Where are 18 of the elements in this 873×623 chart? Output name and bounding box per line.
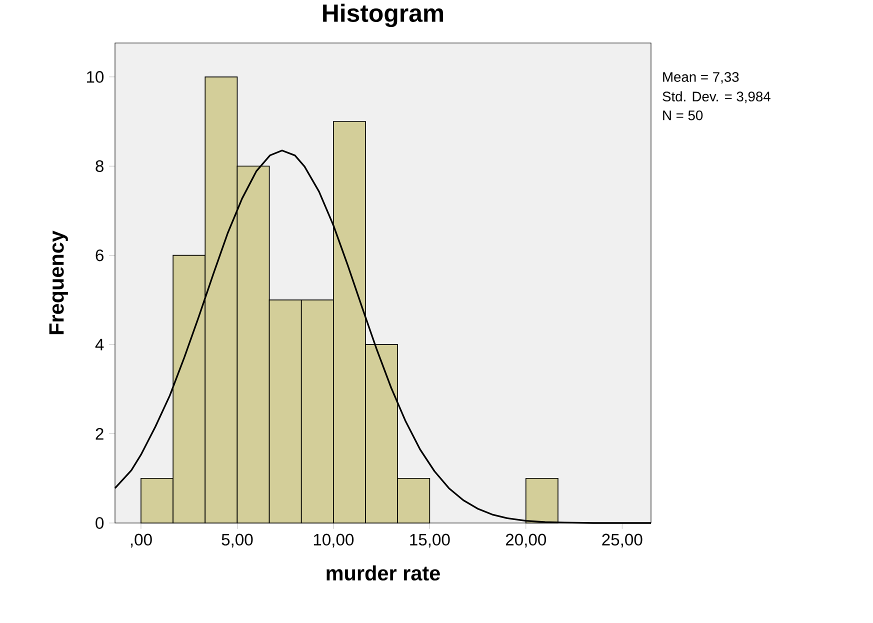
y-tick-label: 0 xyxy=(96,517,104,529)
y-tick-label: 6 xyxy=(96,249,104,262)
x-axis-title: murder rate xyxy=(326,565,440,581)
x-tick-label: 25,00 xyxy=(602,534,642,548)
y-tick-label: 2 xyxy=(96,428,104,440)
y-tick-label: 8 xyxy=(96,160,104,172)
x-tick-label: ,00 xyxy=(130,534,152,548)
x-tick-label: 5,00 xyxy=(222,534,253,548)
y-tick-label: 10 xyxy=(86,71,104,83)
chart-title: Histogram xyxy=(323,4,444,28)
text: Std. Dev. = 3,984 xyxy=(662,91,770,104)
text: Mean = 7,33 xyxy=(663,72,739,84)
x-tick-label: 10,00 xyxy=(314,534,354,548)
x-tick-label: 20,00 xyxy=(506,534,546,548)
x-tick-label: 15,00 xyxy=(410,534,450,548)
text: N = 50 xyxy=(663,110,703,120)
y-axis-title: Frequency xyxy=(49,230,68,334)
y-tick-label: 4 xyxy=(95,338,104,350)
